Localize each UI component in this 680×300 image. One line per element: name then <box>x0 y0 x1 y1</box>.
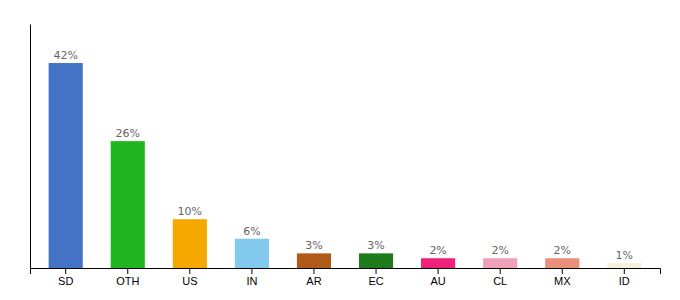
data-label: 2% <box>491 244 508 257</box>
x-tick-mark <box>313 268 314 274</box>
x-axis: SD OTH US IN AR EC AU CL MX ID <box>31 268 661 287</box>
data-label: 3% <box>305 239 322 252</box>
x-tick-mark <box>65 268 66 274</box>
x-tick: US <box>182 268 197 287</box>
x-tick-mark <box>624 268 625 274</box>
x-tick-label: AR <box>306 275 321 287</box>
bar <box>235 239 269 268</box>
x-tick-mark <box>251 268 252 274</box>
data-label: 10% <box>178 205 202 218</box>
x-tick: AU <box>430 268 445 287</box>
x-tick: SD <box>58 268 73 287</box>
bar <box>421 258 455 268</box>
x-tick-mark <box>562 268 563 274</box>
x-tick-label: IN <box>246 275 257 287</box>
data-label: 42% <box>53 49 77 62</box>
x-tick-label: MX <box>554 275 571 287</box>
x-tick: AR <box>306 268 321 287</box>
data-label: 26% <box>116 127 140 140</box>
data-label: 3% <box>367 239 384 252</box>
x-tick-label: AU <box>430 275 445 287</box>
x-tick-label: EC <box>368 275 383 287</box>
y-axis-line <box>30 25 31 269</box>
x-tick-label: ID <box>619 275 630 287</box>
bar <box>111 141 145 268</box>
bar <box>607 263 641 268</box>
x-tick-mark <box>189 268 190 274</box>
plot: SD OTH US IN AR EC AU CL MX ID 42% 26% 10% 6% 3% 3% 2% 2%… <box>31 25 661 287</box>
x-tick-mark <box>127 268 128 274</box>
bar <box>297 253 331 268</box>
x-tick-mark <box>376 268 377 274</box>
bar <box>359 253 393 268</box>
x-tick: CL <box>493 268 507 287</box>
chart: SD OTH US IN AR EC AU CL MX ID 42% 26% 10% 6% 3% 3% 2% 2%… <box>0 0 680 300</box>
x-tick-label: OTH <box>116 275 139 287</box>
x-tick: IN <box>246 268 257 287</box>
x-axis-line <box>31 269 661 275</box>
bar <box>49 63 83 268</box>
bar <box>483 258 517 268</box>
x-tick: ID <box>619 268 630 287</box>
x-tick: MX <box>554 268 571 287</box>
x-tick-mark <box>438 268 439 274</box>
x-tick-label: CL <box>493 275 507 287</box>
data-label: 2% <box>429 244 446 257</box>
x-tick: EC <box>368 268 383 287</box>
y-axis <box>30 25 31 269</box>
x-tick: OTH <box>116 268 139 287</box>
bar <box>173 219 207 268</box>
data-label: 2% <box>554 244 571 257</box>
x-tick-label: SD <box>58 275 73 287</box>
x-tick-mark <box>500 268 501 274</box>
bar <box>545 258 579 268</box>
bars <box>49 63 642 268</box>
data-label: 6% <box>243 225 260 238</box>
data-labels: 42% 26% 10% 6% 3% 3% 2% 2% 2% 1% <box>53 49 633 262</box>
x-tick-label: US <box>182 275 197 287</box>
data-label: 1% <box>616 249 633 262</box>
